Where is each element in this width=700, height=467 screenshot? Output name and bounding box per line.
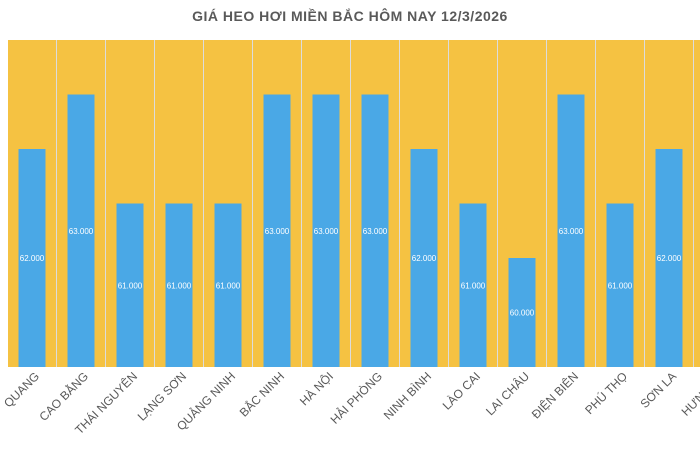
data-label: 61.000 <box>216 281 241 290</box>
data-label: 61.000 <box>461 281 486 290</box>
x-tick-label: NINH BÌNH <box>380 369 434 423</box>
data-label: 62.000 <box>20 254 45 263</box>
data-labels-group: 62.000 63.000 61.000 61.000 61.000 63.000 63.0… <box>20 227 682 318</box>
bar <box>116 203 144 367</box>
bar <box>67 94 95 367</box>
data-label: 62.000 <box>657 254 682 263</box>
bar <box>459 203 487 367</box>
bar <box>410 149 438 367</box>
x-tick-label: ĐIỆN BIÊN <box>528 369 581 422</box>
x-tick-label: SƠN LA <box>637 369 679 411</box>
bar <box>214 203 242 367</box>
bar <box>508 258 536 367</box>
x-tick-label: BẮC NINH <box>236 369 287 420</box>
data-label: 63.000 <box>363 227 388 236</box>
category-dividers <box>56 40 694 367</box>
data-label: 62.000 <box>412 254 437 263</box>
data-label: 61.000 <box>608 281 633 290</box>
bar <box>165 203 193 367</box>
data-label: 63.000 <box>69 227 94 236</box>
data-label: 61.000 <box>167 281 192 290</box>
x-tick-label: LAI CHÂU <box>482 369 532 419</box>
data-label: 60.000 <box>510 309 535 318</box>
data-label: 63.000 <box>559 227 584 236</box>
bar <box>361 94 389 367</box>
x-tick-label: PHÚ THỌ <box>581 369 630 418</box>
x-tick-label: LÀO CAI <box>439 369 483 413</box>
bar <box>606 203 634 367</box>
chart-title: GIÁ HEO HƠI MIỀN BẮC HÔM NAY 12/3/2026 <box>192 8 508 24</box>
bars-group <box>18 94 683 367</box>
x-tick-label: HÀ NỘI <box>296 369 336 409</box>
bar <box>18 149 46 367</box>
data-label: 61.000 <box>118 281 143 290</box>
bar <box>655 149 683 367</box>
bar <box>312 94 340 367</box>
data-label: 63.000 <box>314 227 339 236</box>
x-tick-label: QUANG <box>1 369 42 410</box>
bar <box>557 94 585 367</box>
plot-background <box>8 40 700 367</box>
x-tick-label: HƯNG YÊ <box>678 369 700 419</box>
x-tick-label: HẢI PHÒNG <box>327 369 385 427</box>
data-label: 63.000 <box>265 227 290 236</box>
bar <box>263 94 291 367</box>
